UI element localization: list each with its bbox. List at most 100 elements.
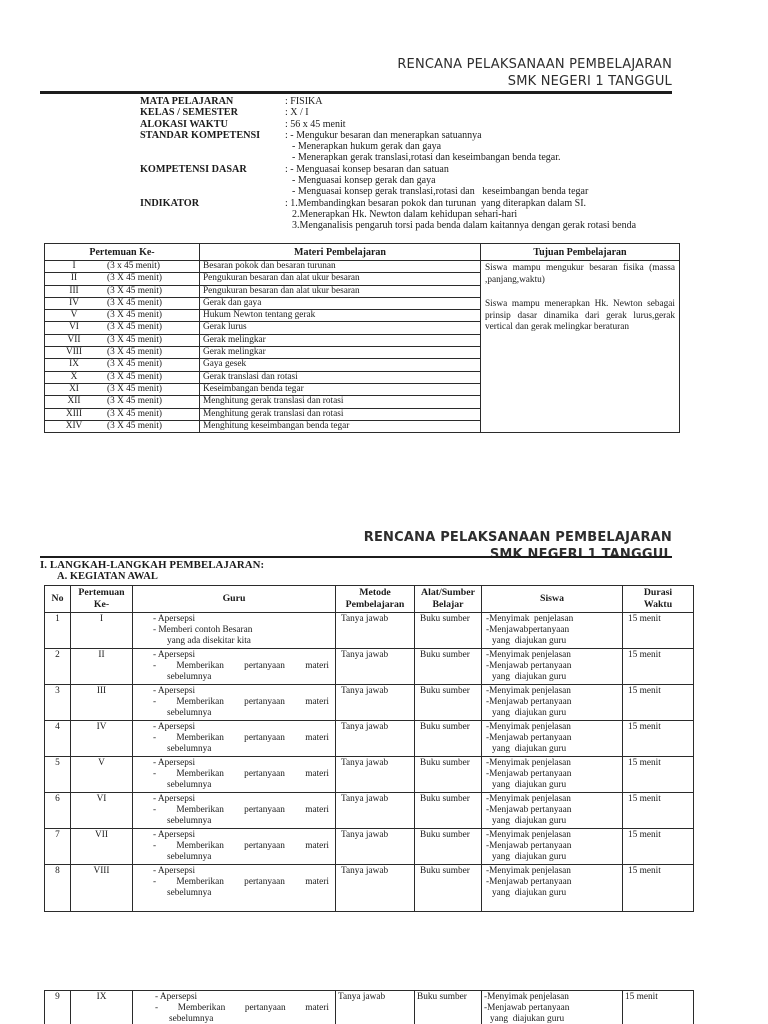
col-header-no: No [44,585,71,613]
materi-cell: Hukum Newton tentang gerak [199,309,481,323]
col-header-tujuan: Tujuan Pembelajaran [480,243,680,261]
pertemuan-duration: (3 X 45 menit) [107,396,162,407]
pertemuan-number: VII [67,334,81,345]
guru-cell: - Apersepsi - Memberikan pertanyaan mater… [132,792,336,829]
guru-cell: - Apersepsi - Memberi contoh Besaran yang … [132,612,336,649]
pertemuan-number: IV [69,297,79,308]
info-value: : - Menguasai konsep besaran dan satuan [285,163,449,175]
header-rule [40,91,672,94]
pertemuan-number: III [70,684,133,721]
col-header-materi: Materi Pembelajaran [199,243,481,261]
table-row: XIV (3 X 45 menit) Menghitung keseimbangan… [44,419,680,434]
pertemuan-number: II [70,648,133,685]
info-field-mata-pelajaran: MATA PELAJARAN : FISIKA [140,96,740,107]
metode-cell: Tanya jawab [335,684,415,721]
col-header-guru: Guru [132,585,336,613]
col-header-durasi: Durasi Waktu [622,585,694,613]
info-value: - Menguasai konsep gerak dan gaya [292,175,436,187]
pertemuan-duration: (3 X 45 menit) [107,371,162,382]
row-number: 5 [44,756,71,793]
metode-cell: Tanya jawab [335,756,415,793]
table-row: XI (3 X 45 menit) Keseimbangan benda tegar [44,382,680,397]
alat-cell: Buku sumber [414,792,482,829]
section-heading-langkah: I. LANGKAH-LANGKAH PEMBELAJARAN: [40,559,265,571]
guru-cell: - Apersepsi - Memberikan pertanyaan mater… [132,990,336,1024]
pertemuan-duration: (3 X 45 menit) [107,408,162,419]
table-row: XII (3 X 45 menit) Menghitung gerak transl… [44,395,680,409]
alat-cell: Buku sumber [414,684,482,721]
table-row: III (3 X 45 menit) Pengukuran besaran dan … [44,284,680,298]
metode-cell: Tanya jawab [335,612,415,649]
pertemuan-duration: (3 X 45 menit) [107,420,162,431]
info-field-alokasi-waktu: ALOKASI WAKTU : 56 x 45 menit [140,119,740,130]
pertemuan-number: I [70,612,133,649]
info-label: KELAS / SEMESTER [140,107,238,119]
pertemuan-number: VIII [70,864,133,912]
info-value: - Menerapkan hukum gerak dan gaya [292,141,442,153]
materi-cell: Gerak melingkar [199,346,481,360]
pertemuan-duration: (3 X 45 menit) [107,383,162,394]
table-row: 6 VI - Apersepsi - Memberikan pertanyaan … [44,792,694,829]
metode-cell: Tanya jawab [335,828,415,865]
durasi-cell: 15 menit [622,864,694,912]
alat-cell: Buku sumber [414,612,482,649]
table-row: 2 II - Apersepsi - Memberikan pertanyaan … [44,648,694,685]
row-number: 4 [44,720,71,757]
table-header-row: Pertemuan Ke- Materi Pembelajaran Tujuan… [44,243,680,261]
table-row: 9 IX - Apersepsi - Memberikan pertanyaan … [44,990,694,1024]
siswa-cell: -Menyimak penjelasan -Menjawab pertanyaan… [481,720,623,757]
guru-cell: - Apersepsi - Memberikan pertanyaan mater… [132,756,336,793]
alat-cell: Buku sumber [414,864,482,912]
materi-cell: Gerak translasi dan rotasi [199,370,481,384]
materi-cell: Gerak lurus [199,321,481,335]
info-label: MATA PELAJARAN [140,96,234,107]
alat-cell: Buku sumber [414,648,482,685]
lesson-info-block: MATA PELAJARAN : FISIKA KELAS / SEMESTER… [140,96,740,232]
durasi-cell: 15 menit [622,612,694,649]
siswa-cell: -Menyimak penjelasan -Menjawab pertanyaan… [481,828,623,865]
info-field-indikator: INDIKATOR : 1.Membandingkan besaran poko… [140,198,740,232]
header-rule [40,556,672,558]
row-number: 6 [44,792,71,829]
info-label: ALOKASI WAKTU [140,118,228,130]
info-value: : - Mengukur besaran dan menerapkan satu… [285,129,482,141]
pertemuan-number: XIII [65,408,82,419]
metode-cell: Tanya jawab [335,720,415,757]
siswa-cell: -Menyimak penjelasan -Menjawabpertanyaan y… [481,612,623,649]
pertemuan-number: IV [70,720,133,757]
pertemuan-materi-table: Pertemuan Ke- Materi Pembelajaran Tujuan… [44,243,680,434]
pertemuan-number: VII [70,828,133,865]
pertemuan-duration: (3 x 45 menit) [107,261,160,271]
pertemuan-duration: (3 X 45 menit) [107,322,162,333]
metode-cell: Tanya jawab [335,792,415,829]
info-label: STANDAR KOMPETENSI [140,129,261,141]
pertemuan-duration: (3 X 45 menit) [107,297,162,308]
pertemuan-number: XII [67,396,81,407]
guru-cell: - Apersepsi - Memberikan pertanyaan mater… [132,720,336,757]
pertemuan-duration: (3 X 45 menit) [107,347,162,358]
siswa-cell: -Menyimak penjelasan -Menjawab pertanyaan… [481,990,623,1024]
materi-cell: Pengukuran besaran dan alat ukur besaran [199,272,481,286]
pertemuan-number: XI [69,383,79,394]
table-row: I (3 x 45 menit) Besaran pokok dan besara… [44,259,680,434]
materi-cell: Gerak dan gaya [199,296,481,311]
pertemuan-duration: (3 X 45 menit) [107,310,162,321]
pertemuan-duration: (3 X 45 menit) [107,273,162,284]
table-row: II (3 X 45 menit) Pengukuran besaran dan a… [44,272,680,286]
table-row: 1 I - Apersepsi - Memberi contoh Besaran y… [44,612,694,649]
pertemuan-number: VI [69,322,79,333]
pertemuan-number: II [70,273,78,284]
doc-title-line1: RENCANA PELAKSANAAN PEMBELAJARAN [397,57,672,72]
durasi-cell: 15 menit [622,756,694,793]
pertemuan-number: X [70,371,78,382]
metode-cell: Tanya jawab [335,864,415,912]
pertemuan-number: III [69,285,79,296]
siswa-cell: -Menyimak penjelasan -Menjawab pertanyaan… [481,864,623,912]
metode-cell: Tanya jawab [335,648,415,685]
guru-cell: - Apersepsi - Memberikan pertanyaan mater… [132,648,336,685]
row-number: 3 [44,684,71,721]
page1-doc-header: RENCANA PELAKSANAAN PEMBELAJARAN SMK NEG… [397,56,672,90]
table-row: 5 V - Apersepsi - Memberikan pertanyaan m… [44,756,694,793]
row-number: 8 [44,864,71,912]
